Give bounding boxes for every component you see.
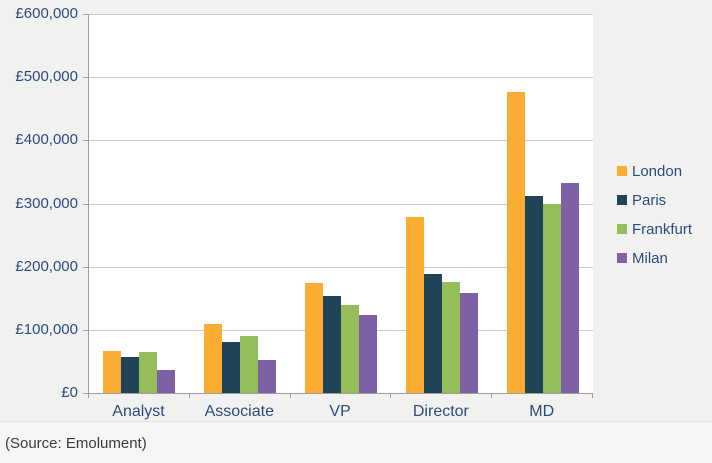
bar-frankfurt-associate bbox=[240, 336, 259, 393]
bar-milan-associate bbox=[258, 360, 277, 393]
x-axis-tick bbox=[289, 394, 291, 398]
bar-milan-vp bbox=[359, 315, 377, 393]
caption-strip bbox=[0, 421, 712, 463]
bar-london-associate bbox=[204, 324, 223, 393]
y-axis-label: £100,000 bbox=[15, 320, 78, 338]
x-axis-tick bbox=[491, 394, 493, 398]
legend-label-london: London bbox=[632, 162, 683, 180]
gridline-400000 bbox=[89, 140, 593, 142]
x-axis-tick bbox=[88, 394, 89, 398]
y-axis-tick bbox=[83, 77, 88, 79]
y-axis-tick bbox=[83, 140, 88, 142]
y-axis-label: £200,000 bbox=[15, 257, 78, 275]
y-axis-label: £400,000 bbox=[15, 131, 78, 149]
x-axis-label-associate: Associate bbox=[204, 403, 274, 420]
bar-milan-analyst bbox=[157, 370, 176, 393]
legend-item-milan: Milan bbox=[617, 248, 692, 268]
source-caption: (Source: Emolument) bbox=[5, 435, 147, 452]
bar-london-analyst bbox=[103, 351, 122, 393]
bar-paris-md bbox=[524, 196, 543, 393]
bar-frankfurt-md bbox=[542, 204, 561, 393]
x-axis-tick bbox=[188, 394, 190, 398]
y-axis-tick bbox=[83, 14, 88, 15]
bar-paris-associate bbox=[222, 342, 241, 393]
gridline-200000 bbox=[89, 266, 593, 268]
x-axis-tick bbox=[390, 394, 392, 398]
y-axis-tick bbox=[83, 393, 88, 394]
gridline-300000 bbox=[89, 203, 593, 205]
bar-frankfurt-analyst bbox=[139, 352, 158, 393]
legend-item-paris: Paris bbox=[617, 190, 692, 210]
legend-label-paris: Paris bbox=[632, 191, 667, 209]
bar-frankfurt-director bbox=[441, 282, 460, 393]
gridline-500000 bbox=[89, 77, 593, 79]
bar-paris-analyst bbox=[121, 357, 140, 393]
bar-london-md bbox=[506, 92, 525, 393]
legend-swatch-frankfurt bbox=[617, 224, 627, 234]
bar-london-director bbox=[405, 217, 424, 393]
y-axis-label: £500,000 bbox=[15, 68, 78, 86]
x-axis-label-analyst: Analyst bbox=[112, 403, 165, 420]
legend-swatch-paris bbox=[617, 195, 627, 205]
y-axis-tick bbox=[83, 329, 88, 331]
y-axis-tick bbox=[83, 203, 88, 205]
x-axis-label-md: MD bbox=[529, 403, 555, 420]
bar-paris-director bbox=[423, 274, 442, 393]
legend: London Paris Frankfurt Milan bbox=[617, 161, 692, 277]
legend-item-frankfurt: Frankfurt bbox=[617, 219, 692, 239]
x-axis-tick bbox=[592, 394, 593, 398]
bar-paris-vp bbox=[323, 296, 341, 393]
x-axis-label-vp: VP bbox=[329, 403, 351, 420]
y-axis-label: £600,000 bbox=[15, 5, 78, 22]
plot-area bbox=[88, 14, 593, 394]
y-axis-label: £300,000 bbox=[15, 194, 78, 212]
bar-london-vp bbox=[305, 283, 323, 393]
legend-label-frankfurt: Frankfurt bbox=[632, 220, 693, 238]
legend-item-london: London bbox=[617, 161, 692, 181]
legend-swatch-london bbox=[617, 166, 627, 176]
bar-milan-director bbox=[459, 293, 478, 393]
legend-label-milan: Milan bbox=[632, 249, 668, 267]
y-axis-label: £0 bbox=[61, 384, 78, 401]
gridline-600000 bbox=[89, 14, 593, 15]
x-axis-label-director: Director bbox=[412, 403, 469, 420]
bar-milan-md bbox=[560, 183, 579, 393]
y-axis-tick bbox=[83, 266, 88, 268]
legend-swatch-milan bbox=[617, 253, 627, 263]
bar-frankfurt-vp bbox=[341, 305, 359, 393]
